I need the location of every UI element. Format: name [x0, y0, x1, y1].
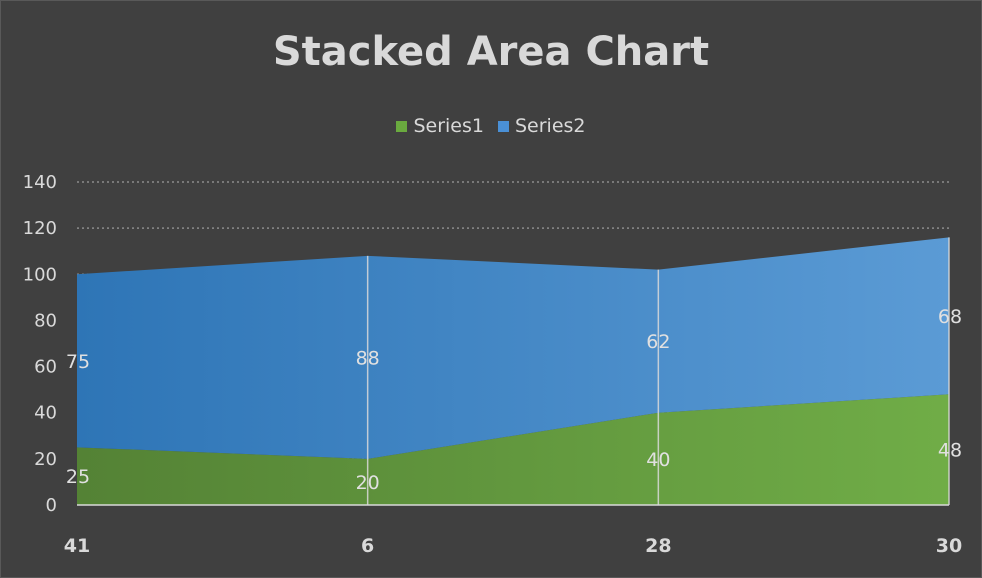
y-tick-label: 120	[23, 218, 57, 239]
legend-swatch-series1	[396, 120, 408, 132]
y-tick-label: 80	[34, 310, 57, 331]
data-label-series1: 48	[938, 440, 962, 462]
data-label-series1: 40	[646, 449, 670, 471]
y-tick-label: 40	[34, 403, 57, 424]
data-label-series2: 75	[66, 351, 90, 373]
data-label-series2: 68	[938, 306, 962, 328]
legend-item-series2[interactable]: Series2	[498, 115, 586, 137]
y-tick-label: 20	[34, 449, 57, 470]
y-tick-label: 0	[46, 495, 57, 516]
area-series2[interactable]	[77, 237, 949, 459]
legend: Series1 Series2	[1, 115, 981, 137]
data-label-series2: 88	[356, 347, 380, 369]
legend-label-series1: Series1	[413, 115, 484, 137]
data-label-series1: 25	[66, 466, 90, 488]
legend-item-series1[interactable]: Series1	[396, 115, 484, 137]
x-tick-label: 41	[64, 535, 90, 557]
x-tick-label: 6	[361, 535, 374, 557]
y-tick-label: 60	[34, 357, 57, 378]
x-tick-label: 30	[936, 535, 962, 557]
chart-title: Stacked Area Chart	[272, 29, 710, 75]
x-tick-label: 28	[645, 535, 671, 557]
y-tick-label: 100	[23, 264, 57, 285]
data-label-series2: 62	[646, 331, 670, 353]
legend-swatch-series2	[498, 120, 509, 132]
data-label-series1: 20	[356, 472, 380, 494]
y-tick-label: 140	[23, 172, 57, 193]
legend-label-series2: Series2	[515, 115, 586, 137]
area-series1[interactable]	[77, 394, 949, 505]
